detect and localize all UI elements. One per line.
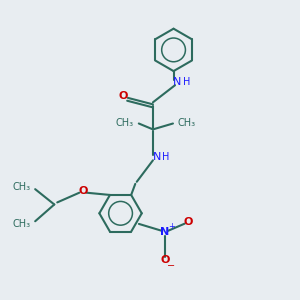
Text: N: N (173, 77, 182, 87)
Text: +: + (168, 222, 175, 231)
Text: O: O (184, 217, 193, 227)
Text: CH₃: CH₃ (116, 118, 134, 128)
Text: H: H (162, 152, 169, 162)
Text: O: O (160, 255, 169, 266)
Text: CH₃: CH₃ (13, 182, 31, 192)
Text: CH₃: CH₃ (178, 118, 196, 128)
Text: O: O (119, 91, 128, 100)
Text: N: N (160, 227, 169, 237)
Text: H: H (182, 77, 190, 87)
Text: −: − (167, 261, 175, 271)
Text: CH₃: CH₃ (13, 219, 31, 229)
Text: O: O (78, 186, 88, 196)
Text: N: N (153, 152, 161, 162)
